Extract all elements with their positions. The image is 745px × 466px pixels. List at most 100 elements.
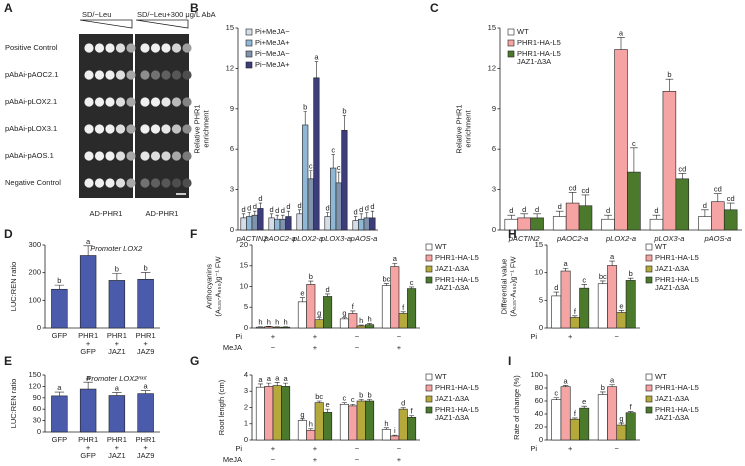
error-bar	[392, 262, 398, 267]
colony	[171, 97, 182, 107]
error-bar	[83, 245, 93, 256]
significance-letter: b	[144, 263, 148, 272]
y-tick-label: 0	[539, 323, 543, 332]
significance-letter: g	[342, 309, 346, 318]
factor-name: MeJA	[223, 455, 242, 464]
bar	[268, 217, 275, 231]
error-bar	[553, 397, 560, 400]
factor-level: −	[355, 343, 360, 352]
significance-letter: cd	[678, 164, 686, 173]
significance-letter: d	[281, 206, 285, 215]
significance-letter: c	[554, 389, 558, 398]
error-bar	[241, 213, 246, 218]
error-bar	[627, 411, 634, 413]
factor-level: −	[397, 444, 402, 453]
colony	[150, 70, 161, 80]
factor-name: Pi	[530, 332, 537, 341]
x-tick-label: PHR1	[136, 435, 156, 444]
bar	[314, 319, 324, 329]
error-bar	[701, 209, 709, 217]
colony	[84, 151, 94, 161]
row-label: pAbAi-pLOX3.1	[5, 124, 57, 133]
y-tick-label: 2	[244, 402, 248, 411]
y-tick-label: 0	[539, 435, 543, 444]
error-bar	[325, 408, 331, 413]
significance-letter: d	[242, 205, 246, 214]
error-bar	[409, 415, 415, 418]
significance-letter: d	[703, 201, 707, 210]
bar	[79, 388, 97, 433]
error-bar	[316, 317, 322, 320]
error-bar	[617, 37, 625, 50]
factor-name: Pi	[235, 444, 242, 453]
factor-level: −	[271, 343, 276, 352]
error-bar	[54, 391, 65, 396]
panel-label: D	[4, 227, 13, 241]
colony	[171, 151, 182, 161]
colony	[161, 43, 171, 53]
error-bar	[400, 311, 406, 314]
error-bar	[609, 384, 615, 387]
y-tick-label: 20	[535, 422, 543, 431]
significance-letter: g	[317, 309, 321, 318]
bar	[348, 405, 358, 441]
bar	[323, 412, 333, 441]
legend-label: JAZ1-Δ3A	[517, 57, 551, 66]
bar	[356, 400, 366, 441]
y-tick-label: 300	[28, 240, 41, 249]
legend-label: Pi−MeJA−	[255, 49, 290, 58]
significance-letter: a	[267, 374, 272, 383]
error-bar	[274, 382, 280, 386]
colony	[105, 43, 115, 53]
y-tick-label: 6	[492, 144, 496, 153]
y-tick-label: 0	[37, 323, 41, 332]
legend-label: Pi−MeJA+	[255, 60, 290, 69]
significance-letter: b	[667, 70, 671, 79]
row-label: Negative Control	[5, 178, 61, 187]
colony	[182, 97, 192, 107]
dilution-wedge	[79, 19, 133, 29]
bar	[597, 394, 608, 441]
bar	[560, 270, 571, 329]
error-bar	[350, 403, 356, 406]
legend-label: WT	[655, 372, 667, 381]
row-label: pAbAi-pLOX2.1	[5, 97, 57, 106]
colony	[182, 70, 192, 80]
significance-letter: d	[359, 205, 363, 214]
bar	[363, 217, 370, 231]
bar	[578, 205, 593, 231]
x-tick-label: JAZ9	[137, 451, 155, 460]
error-bar	[299, 297, 305, 302]
x-tick-label: +	[115, 443, 120, 452]
error-bar	[562, 385, 569, 387]
y-tick-label: 0	[230, 225, 234, 234]
legend-swatch	[645, 395, 653, 403]
bar	[297, 301, 307, 329]
error-bar	[275, 214, 279, 220]
error-bar	[555, 210, 564, 217]
significance-letter: a	[86, 373, 91, 382]
legend-label: PHR1-HA-L5	[655, 383, 699, 392]
legend-swatch	[645, 254, 653, 262]
bar	[255, 386, 265, 441]
colony	[150, 124, 161, 134]
error-bar	[507, 214, 516, 220]
bar	[108, 280, 126, 329]
legend-label: PHR1-HA-L5	[655, 253, 699, 262]
legend-label: Pi+MeJA+	[255, 38, 290, 47]
x-tick-label: pAOC2-a	[556, 234, 588, 243]
x-tick-label: JAZ9	[137, 347, 155, 356]
colony	[115, 124, 126, 134]
error-bar	[367, 323, 373, 325]
y-axis-label: enrichment	[463, 110, 472, 148]
significance-letter: h	[359, 316, 363, 325]
legend-label: PHR1-HA-L5	[655, 405, 699, 414]
bar	[579, 287, 590, 329]
bar	[579, 407, 590, 441]
colony	[150, 151, 161, 161]
x-tick-label: PHR1	[107, 331, 127, 340]
y-tick-label: 90	[33, 393, 41, 402]
panel-label: H	[508, 227, 517, 241]
colony	[126, 124, 136, 134]
